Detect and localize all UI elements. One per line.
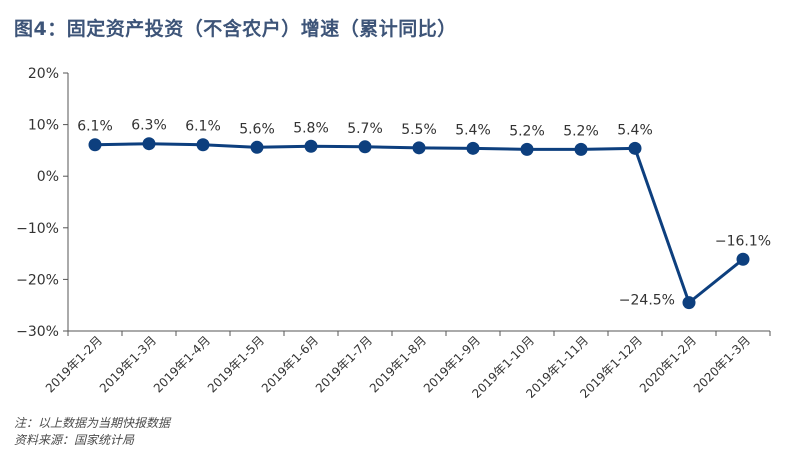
data-label: 6.1% [185,119,221,135]
data-point [142,137,156,151]
data-point [358,140,372,154]
data-point [628,141,642,155]
data-point [88,138,102,152]
y-tick-label: 0% [37,169,59,185]
data-label: 5.7% [347,121,383,137]
data-point [520,142,534,156]
data-label: 5.4% [617,122,653,138]
series-line [94,142,744,305]
data-point [196,138,210,152]
data-label: −24.5% [619,293,675,309]
data-label: 5.4% [455,122,491,138]
chart-title: 图4：固定资产投资（不含农户）增速（累计同比） [14,18,457,40]
x-tick-label: 2019年1-8月 [367,333,429,395]
x-tick-label: 2019年1-2月 [43,333,105,395]
data-label: 5.2% [563,123,599,139]
data-point [250,140,264,154]
y-tick-label: 10% [28,118,59,134]
data-point [574,142,588,156]
data-point [682,296,696,310]
y-tick-label: −20% [16,272,59,288]
x-tick-label: 2019年1-3月 [97,333,159,395]
data-note: 注：以上数据为当期快报数据 [14,416,171,430]
data-label: −16.1% [715,233,771,249]
chart-notes: 注：以上数据为当期快报数据 资料来源：国家统计局 [14,415,170,449]
data-point [412,141,426,155]
y-tick-label: 20% [28,66,59,82]
y-tick-label: −10% [16,221,59,237]
data-label: 5.6% [239,121,275,137]
x-tick-label: 2019年1-4月 [151,333,213,395]
data-label: 5.8% [293,120,329,136]
data-source: 资料来源：国家统计局 [14,433,135,447]
data-label: 5.2% [509,123,545,139]
data-point [736,252,750,266]
x-tick-label: 2020年1-2月 [637,333,699,395]
x-tick-label: 2019年1-7月 [313,333,375,395]
x-tick-label: 2020年1-3月 [691,333,753,395]
data-label: 6.3% [131,118,167,134]
x-tick-label: 2019年1-6月 [259,333,321,395]
data-point [304,139,318,153]
y-tick-label: −30% [16,324,59,340]
data-label: 6.1% [77,119,113,135]
data-label: 5.5% [401,122,437,138]
data-point [466,141,480,155]
x-tick-label: 2019年1-5月 [205,333,267,395]
